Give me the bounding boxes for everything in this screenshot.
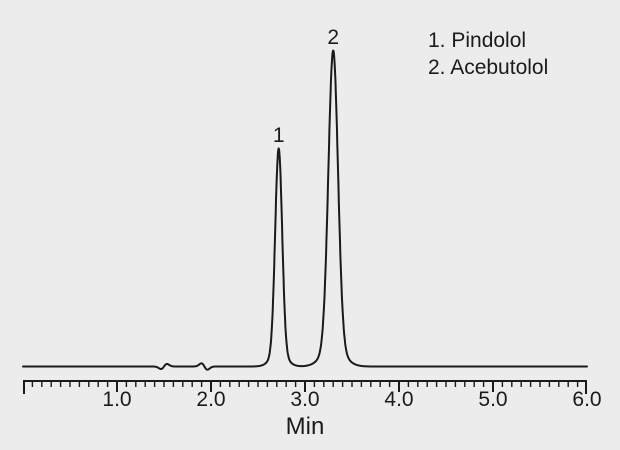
x-axis-ruler	[23, 380, 587, 394]
peak-label-1: 1	[272, 124, 285, 147]
x-tick-label-3.0: 3.0	[290, 388, 320, 411]
x-tick-label-4.0: 4.0	[384, 388, 414, 411]
x-tick-label-2.0: 2.0	[196, 388, 226, 411]
legend-entry-pindolol: 1. Pindolol	[428, 29, 527, 52]
x-tick-label-5.0: 5.0	[478, 388, 508, 411]
x-axis-title: Min	[285, 413, 325, 440]
x-tick-label-1.0: 1.0	[102, 388, 132, 411]
legend-entry-acebutolol: 2. Acebutolol	[428, 56, 549, 79]
x-tick-label-6.0: 6.0	[572, 388, 602, 411]
peak-label-2: 2	[327, 26, 340, 49]
chromatogram-trace	[22, 49, 588, 371]
legend: 1. Pindolol 2. Acebutolol	[428, 27, 548, 81]
